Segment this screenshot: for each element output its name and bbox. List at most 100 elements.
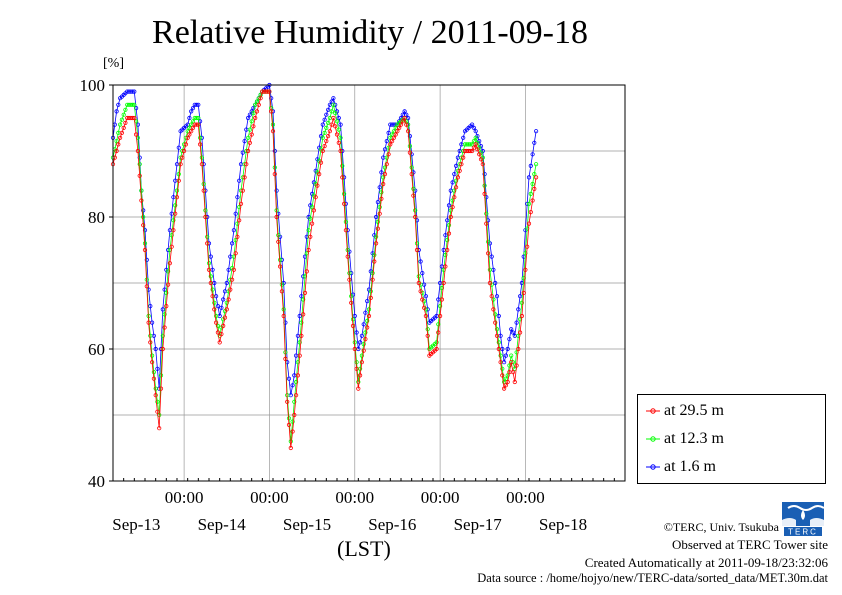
legend-item-1-6m: at 1.6 m [646,457,716,477]
data-point [132,115,137,121]
data-point [341,191,347,196]
data-point [379,196,384,201]
data-point [226,297,231,302]
data-point [443,264,448,269]
data-point [270,122,276,127]
data-point [411,193,416,198]
data-point [343,228,348,233]
data-point [119,130,125,135]
series-line [112,91,537,449]
data-point [384,155,389,160]
data-point [253,115,258,121]
data-point [457,168,462,173]
chart-title: Relative Humidity / 2011-09-18 [152,14,588,51]
data-point [162,325,167,330]
data-point [194,102,199,107]
data-point [230,277,235,282]
data-point [521,275,526,281]
data-point [297,353,302,358]
data-point [246,148,251,154]
data-point [185,135,190,140]
data-point [468,142,473,147]
data-point [167,261,172,266]
data-point [235,195,240,200]
legend-item-12-3m: at 12.3 m [646,429,724,449]
data-point [384,139,389,144]
y-axis-unit: [%] [103,56,124,71]
y-tick-label: 100 [80,76,106,95]
data-point [169,233,174,238]
data-point [373,234,379,239]
data-point [507,336,512,342]
data-point [453,178,459,183]
data-point [354,366,359,371]
data-point [503,353,508,358]
data-point [501,386,507,391]
data-point [224,307,229,312]
data-point [368,289,373,294]
data-point [150,353,155,358]
data-point [205,241,210,246]
data-point [496,346,501,352]
data-point [517,330,523,335]
data-point [290,383,295,388]
x-time-label: 00:00 [506,488,545,507]
data-point [461,135,466,140]
data-point [141,223,146,228]
data-point [219,331,224,337]
data-point [334,119,340,124]
data-point [309,205,315,210]
data-point [194,122,199,127]
data-point [206,267,212,272]
data-point [286,422,292,427]
data-point [265,89,270,94]
data-point [528,210,533,215]
data-point [313,195,318,200]
data-point [359,333,364,338]
data-point [295,360,300,365]
data-point [377,205,382,210]
data-point [258,96,263,101]
data-point [373,241,379,246]
data-point [443,233,448,238]
data-point [301,312,306,317]
data-point [249,132,254,137]
data-point [453,163,459,168]
data-point [281,313,286,319]
data-point [157,426,162,431]
gridlines [113,85,625,481]
legend-marker-green [646,436,660,442]
data-point [153,393,158,398]
data-point [233,211,238,216]
data-point [277,264,283,269]
data-point [246,135,251,140]
data-point [365,318,370,323]
data-point [224,280,229,286]
data-point [407,150,412,155]
legend-label: at 1.6 m [664,458,716,475]
data-point [148,340,153,345]
data-point [142,247,148,253]
data-point [174,188,180,193]
data-point [182,148,187,154]
data-point [423,313,428,319]
data-point [123,107,128,112]
data-point [187,115,192,121]
data-point [196,102,201,107]
data-point [477,152,482,157]
data-point [309,221,315,226]
data-point [276,239,281,244]
data-point [372,259,377,264]
data-point [174,195,180,200]
data-point [151,376,156,381]
data-point [118,135,123,140]
data-point [297,340,302,345]
data-point [214,313,219,319]
data-point [448,208,453,213]
series-line [112,91,537,442]
data-point [446,231,452,236]
data-point [365,298,370,304]
data-point [459,162,464,167]
data-point [295,373,300,378]
data-point [491,307,496,312]
